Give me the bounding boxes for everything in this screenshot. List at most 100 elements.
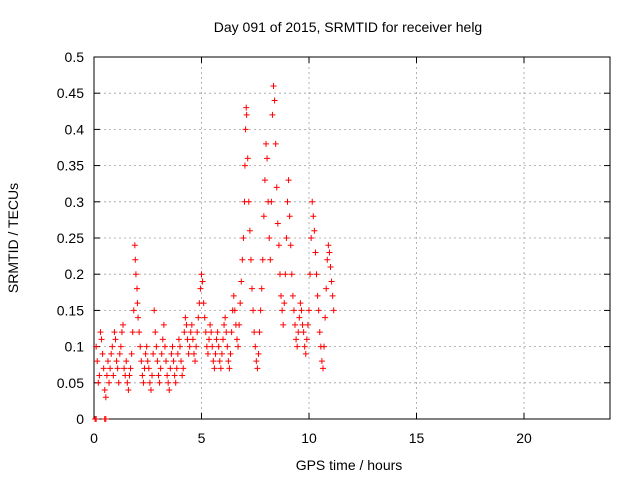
y-tick-label: 0.45	[57, 85, 84, 101]
data-point	[131, 242, 138, 249]
data-point	[210, 358, 217, 365]
data-point	[217, 365, 224, 372]
data-point	[134, 300, 141, 307]
data-point	[249, 285, 256, 292]
y-tick-label: 0.15	[57, 302, 84, 318]
data-point	[135, 314, 142, 321]
data-point	[138, 358, 145, 365]
data-point	[328, 278, 335, 285]
y-tick-label: 0.1	[65, 339, 85, 355]
data-point	[198, 271, 205, 278]
data-point	[254, 365, 261, 372]
data-point	[220, 336, 226, 343]
data-point	[318, 358, 325, 365]
data-point	[181, 329, 188, 336]
data-point	[329, 292, 336, 299]
data-point	[123, 358, 130, 365]
data-point	[290, 307, 297, 314]
data-point	[101, 387, 108, 394]
data-point	[288, 271, 295, 278]
data-point	[140, 379, 147, 386]
data-point	[247, 256, 254, 263]
data-point	[282, 271, 289, 278]
data-point	[218, 350, 225, 357]
data-point	[224, 343, 231, 350]
data-point	[279, 307, 286, 314]
data-point	[110, 372, 117, 379]
data-point	[280, 321, 287, 328]
data-point	[295, 329, 302, 336]
data-point	[128, 350, 135, 357]
data-point	[309, 198, 316, 205]
data-point	[194, 329, 201, 336]
data-point	[221, 321, 228, 328]
data-point	[316, 329, 323, 336]
data-point	[169, 343, 176, 350]
data-point	[164, 372, 171, 379]
data-point	[116, 350, 123, 357]
data-point	[236, 321, 243, 328]
data-point	[327, 263, 334, 270]
data-point	[195, 314, 202, 321]
data-point	[289, 292, 296, 299]
y-tick-label: 0.3	[65, 194, 85, 210]
x-tick-label: 15	[409, 430, 425, 446]
data-point	[310, 213, 317, 220]
data-point	[307, 271, 314, 278]
data-point	[245, 198, 252, 205]
data-point	[115, 379, 122, 386]
data-point	[206, 336, 213, 343]
data-point	[253, 358, 260, 365]
data-point	[99, 350, 106, 357]
data-point	[256, 329, 263, 336]
data-point	[226, 365, 233, 372]
data-point	[311, 227, 318, 234]
data-point	[93, 343, 100, 350]
data-point	[178, 358, 185, 365]
data-point	[321, 343, 328, 350]
y-tick-label: 0.4	[65, 121, 85, 137]
data-point	[117, 343, 124, 350]
data-point	[173, 365, 180, 372]
data-point	[294, 343, 301, 350]
data-point	[154, 358, 161, 365]
data-point	[155, 372, 162, 379]
data-point	[252, 343, 259, 350]
data-point	[94, 358, 101, 365]
data-point	[151, 307, 158, 314]
data-point	[127, 365, 134, 372]
data-point	[189, 336, 196, 343]
data-point	[190, 350, 197, 357]
data-point	[301, 343, 308, 350]
data-point	[182, 314, 189, 321]
data-point	[170, 358, 177, 365]
data-point	[213, 336, 220, 343]
y-tick-label: 0	[76, 411, 84, 427]
data-point	[126, 372, 133, 379]
data-point	[200, 300, 207, 307]
data-point	[250, 307, 257, 314]
data-point	[183, 321, 190, 328]
data-point	[98, 336, 105, 343]
data-point	[255, 350, 262, 357]
data-point	[160, 321, 167, 328]
data-point	[130, 307, 137, 314]
data-point	[202, 329, 209, 336]
data-point	[197, 285, 204, 292]
data-point	[257, 307, 264, 314]
data-point	[243, 111, 250, 118]
data-point	[124, 379, 131, 386]
y-axis-title: SRMTID / TECUs	[5, 183, 21, 293]
y-tick-label: 0.2	[65, 266, 85, 282]
data-point	[150, 350, 157, 357]
data-point	[292, 321, 299, 328]
x-tick-label: 5	[198, 430, 206, 446]
data-point	[97, 329, 104, 336]
data-point	[293, 336, 300, 343]
data-point	[211, 365, 218, 372]
data-point	[246, 227, 253, 234]
data-point	[112, 336, 119, 343]
data-point	[156, 379, 163, 386]
data-point	[106, 379, 113, 386]
data-point	[284, 198, 291, 205]
